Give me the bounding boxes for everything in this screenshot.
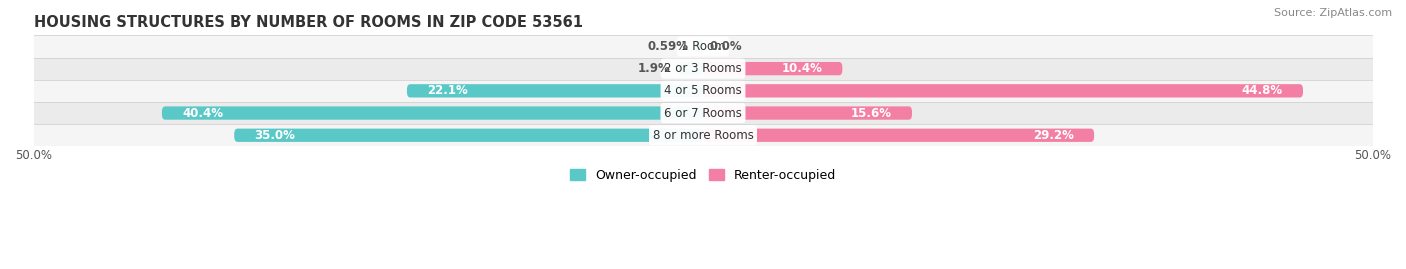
Bar — [34, 124, 1372, 146]
FancyBboxPatch shape — [703, 62, 842, 75]
FancyBboxPatch shape — [162, 106, 703, 120]
Text: 2 or 3 Rooms: 2 or 3 Rooms — [664, 62, 742, 75]
Bar — [34, 80, 1372, 102]
Text: 1 Room: 1 Room — [681, 40, 725, 53]
FancyBboxPatch shape — [695, 40, 703, 53]
Text: 6 or 7 Rooms: 6 or 7 Rooms — [664, 107, 742, 119]
Text: 8 or more Rooms: 8 or more Rooms — [652, 129, 754, 142]
FancyBboxPatch shape — [703, 84, 1303, 97]
FancyBboxPatch shape — [678, 62, 703, 75]
Text: Source: ZipAtlas.com: Source: ZipAtlas.com — [1274, 8, 1392, 18]
Text: 44.8%: 44.8% — [1241, 84, 1282, 97]
Text: 29.2%: 29.2% — [1033, 129, 1074, 142]
Text: 4 or 5 Rooms: 4 or 5 Rooms — [664, 84, 742, 97]
FancyBboxPatch shape — [235, 129, 703, 142]
FancyBboxPatch shape — [406, 84, 703, 97]
Bar — [34, 58, 1372, 80]
Text: 22.1%: 22.1% — [427, 84, 468, 97]
Text: 1.9%: 1.9% — [638, 62, 671, 75]
Text: 15.6%: 15.6% — [851, 107, 891, 119]
Bar — [34, 35, 1372, 58]
Legend: Owner-occupied, Renter-occupied: Owner-occupied, Renter-occupied — [565, 164, 841, 187]
Text: HOUSING STRUCTURES BY NUMBER OF ROOMS IN ZIP CODE 53561: HOUSING STRUCTURES BY NUMBER OF ROOMS IN… — [34, 15, 582, 30]
Text: 0.59%: 0.59% — [647, 40, 689, 53]
Text: 40.4%: 40.4% — [183, 107, 224, 119]
FancyBboxPatch shape — [703, 106, 912, 120]
Bar — [34, 102, 1372, 124]
Text: 0.0%: 0.0% — [710, 40, 742, 53]
FancyBboxPatch shape — [703, 129, 1094, 142]
Text: 10.4%: 10.4% — [782, 62, 823, 75]
Text: 35.0%: 35.0% — [254, 129, 295, 142]
